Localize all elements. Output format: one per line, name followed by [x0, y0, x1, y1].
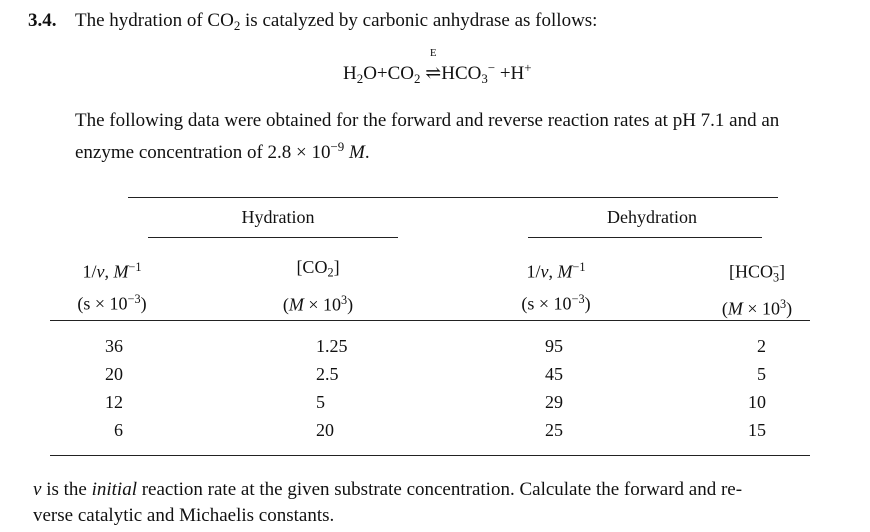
- text: M: [727, 299, 743, 320]
- subscript: 3: [481, 70, 488, 86]
- text: v: [33, 479, 42, 500]
- subscript: 2: [414, 70, 421, 86]
- text: is the: [41, 479, 92, 500]
- superscript: −1: [572, 260, 586, 274]
- text: initial: [91, 479, 137, 500]
- table-cell: 20: [316, 420, 334, 440]
- enzyme-label: E: [429, 47, 437, 60]
- text: The following data were obtained for the…: [75, 110, 780, 131]
- rule: [528, 237, 762, 238]
- table-cell: 20: [105, 364, 123, 384]
- table-cell: 6: [114, 420, 123, 440]
- superscript: −1: [128, 260, 142, 274]
- table-cell: 36: [105, 336, 123, 356]
- table-cell: 10: [748, 392, 766, 412]
- subscript: 3: [772, 270, 780, 285]
- text: (: [282, 294, 289, 315]
- subscript: 2: [233, 17, 241, 33]
- table-cell: 95: [545, 336, 563, 356]
- text: +H: [495, 63, 525, 85]
- text: × 10: [303, 294, 342, 315]
- rule: [128, 197, 778, 198]
- text: v: [540, 261, 549, 282]
- table-cell: 15: [748, 420, 766, 440]
- table-cell: 2.5: [316, 364, 339, 384]
- rule: [148, 237, 398, 238]
- text: ): [786, 299, 793, 320]
- text: verse catalytic and Michaelis constants.: [33, 505, 335, 526]
- intro: The hydration of CO2 is catalyzed by car…: [75, 10, 597, 34]
- table-cell: 12: [105, 392, 123, 412]
- superscript: 3: [780, 297, 787, 312]
- text: v: [96, 261, 105, 282]
- text: is catalyzed by carbonic anhydrase as fo…: [240, 10, 598, 31]
- text: [CO: [296, 257, 328, 277]
- superscript: −3: [571, 291, 585, 306]
- column-header: 1/v, M−1 (s × 10−3): [42, 254, 182, 317]
- table-cell: 45: [545, 364, 563, 384]
- text: .: [364, 142, 370, 164]
- table-cell: 25: [545, 420, 563, 440]
- paragraph: The following data were obtained for the…: [75, 108, 779, 166]
- superscript: −3: [127, 291, 141, 306]
- superscript: −9: [330, 139, 345, 154]
- text: (: [721, 299, 728, 320]
- text: M: [349, 142, 365, 164]
- table-cell: 1.25: [316, 336, 348, 356]
- text: ,: [548, 261, 558, 282]
- text: (s × 10: [521, 293, 572, 314]
- text: H: [343, 63, 357, 85]
- table-cell: 5: [757, 364, 766, 384]
- text: 1/: [526, 261, 541, 282]
- table-cell: 5: [316, 392, 325, 412]
- column-header: 1/v, M−1 (s × 10−3): [486, 254, 626, 317]
- problem-number: 3.4.: [28, 10, 57, 31]
- text: ,: [104, 261, 114, 282]
- text: reaction rate at the given substrate con…: [136, 479, 743, 500]
- group-header: Hydration: [241, 207, 315, 227]
- superscript: −: [772, 260, 780, 274]
- footer: v is the initial reaction rate at the gi…: [33, 477, 742, 529]
- text: [HCO: [728, 261, 773, 282]
- subscript: 2: [356, 70, 364, 86]
- text: ): [140, 293, 147, 314]
- text: The hydration of CO: [75, 10, 234, 31]
- text: × 10: [742, 299, 781, 320]
- table-cell: 29: [545, 392, 563, 412]
- rule: [50, 455, 810, 456]
- superscript: −: [487, 60, 496, 75]
- text: ): [584, 293, 591, 314]
- text: ]: [779, 261, 786, 282]
- arrow: E ⇌: [425, 47, 442, 85]
- arrow-symbol: ⇌: [425, 63, 442, 85]
- table-cell: 2: [757, 336, 766, 356]
- text: HCO: [441, 63, 482, 85]
- text: (s × 10: [77, 293, 128, 314]
- text: ): [347, 294, 354, 315]
- text: M: [113, 261, 129, 282]
- text: M: [288, 294, 304, 315]
- superscript: +: [524, 60, 532, 75]
- column-header: [HCO3−] (M × 103): [687, 254, 827, 323]
- group-header: Dehydration: [607, 207, 697, 227]
- text: ]: [333, 257, 340, 277]
- superscript: 3: [341, 292, 348, 307]
- rule: [50, 320, 810, 321]
- column-header: [CO2] (M × 103): [248, 254, 388, 318]
- subscript: 2: [327, 265, 334, 280]
- text: M: [557, 261, 573, 282]
- text: O+CO: [363, 63, 415, 85]
- text: enzyme concentration of 2.8 × 10: [75, 142, 331, 164]
- text: 1/: [82, 261, 97, 282]
- equation: H2O+CO2 E ⇌HCO3− +H+: [343, 47, 532, 87]
